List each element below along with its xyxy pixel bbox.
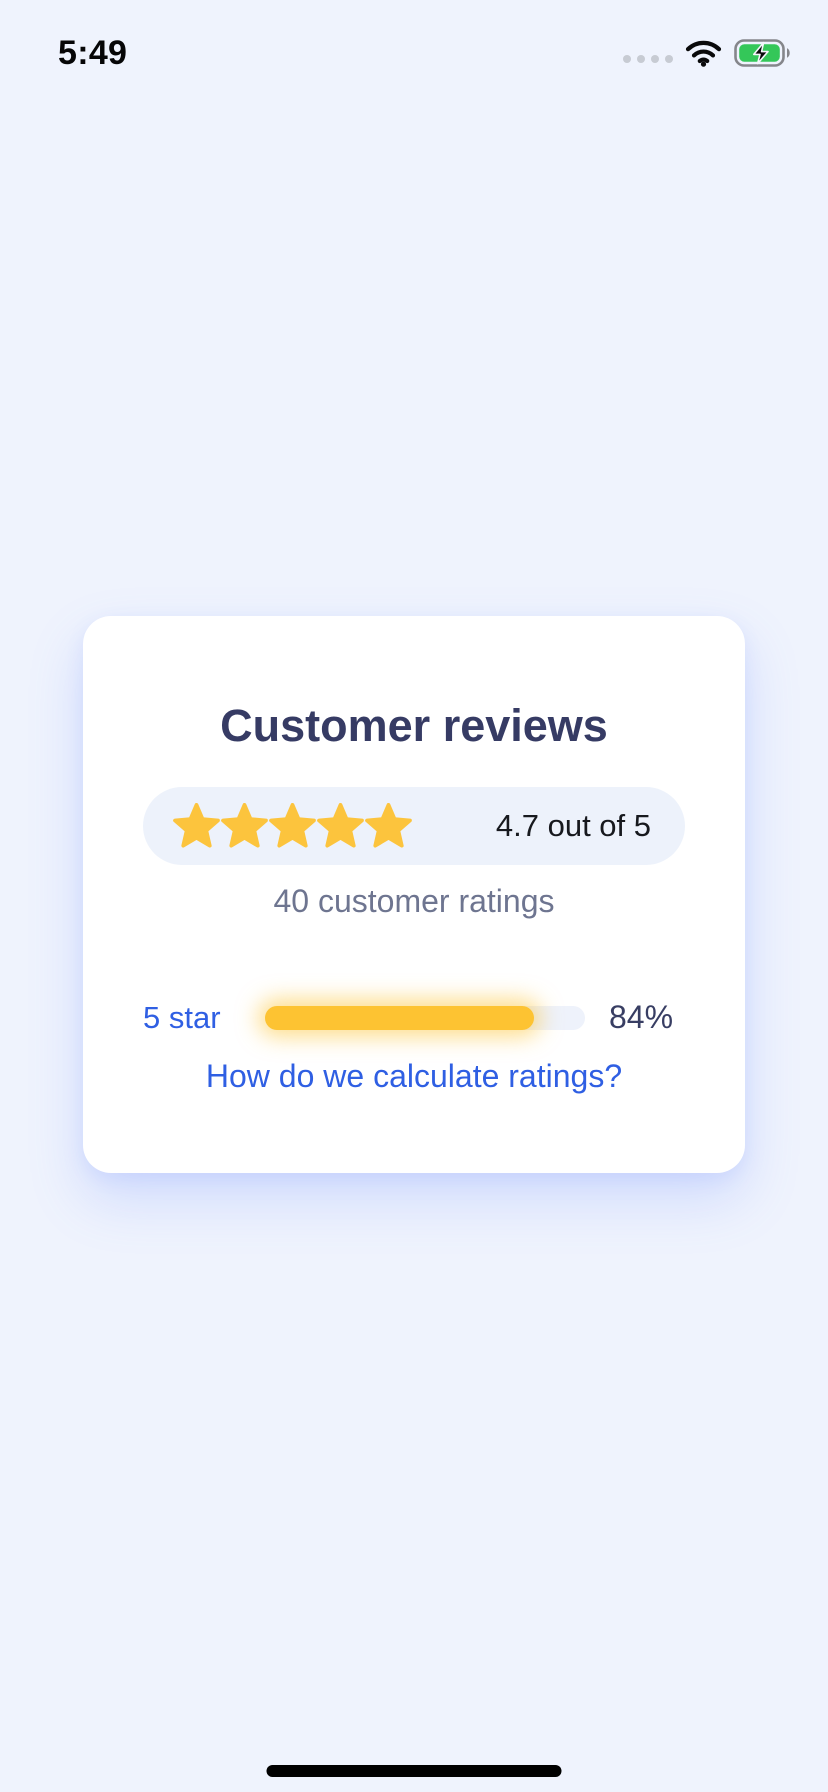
percent-label: 84% bbox=[609, 999, 674, 1035]
card-title: Customer reviews bbox=[220, 700, 608, 751]
cellular-signal-icon bbox=[623, 55, 673, 63]
star-icon bbox=[173, 802, 220, 848]
status-time: 5:49 bbox=[58, 33, 128, 72]
star-icon bbox=[269, 802, 316, 848]
rating-progress-fill bbox=[265, 1005, 534, 1030]
customer-reviews-card: Customer reviews 4.7 out of 5 40 custome… bbox=[83, 616, 745, 1173]
rating-breakdown-row: 5 star 84% bbox=[143, 999, 685, 1036]
ratings-count-label: 40 customer ratings bbox=[273, 883, 555, 919]
five-star-link[interactable]: 5 star bbox=[143, 999, 221, 1035]
calculate-ratings-link[interactable]: How do we calculate ratings? bbox=[205, 1058, 623, 1094]
rating-value-label: 4.7 out of 5 bbox=[495, 808, 651, 843]
star-icon bbox=[365, 802, 412, 848]
star-icon bbox=[221, 802, 268, 848]
star-rating bbox=[173, 802, 412, 850]
rating-summary-pill: 4.7 out of 5 bbox=[143, 787, 685, 865]
status-icons bbox=[623, 39, 792, 67]
status-bar: 5:49 bbox=[0, 0, 828, 92]
rating-progress-track bbox=[265, 1005, 585, 1030]
wifi-icon bbox=[685, 40, 722, 67]
battery-charging-icon bbox=[734, 39, 790, 67]
home-indicator-handle[interactable] bbox=[266, 1765, 562, 1777]
star-icon bbox=[317, 802, 364, 848]
